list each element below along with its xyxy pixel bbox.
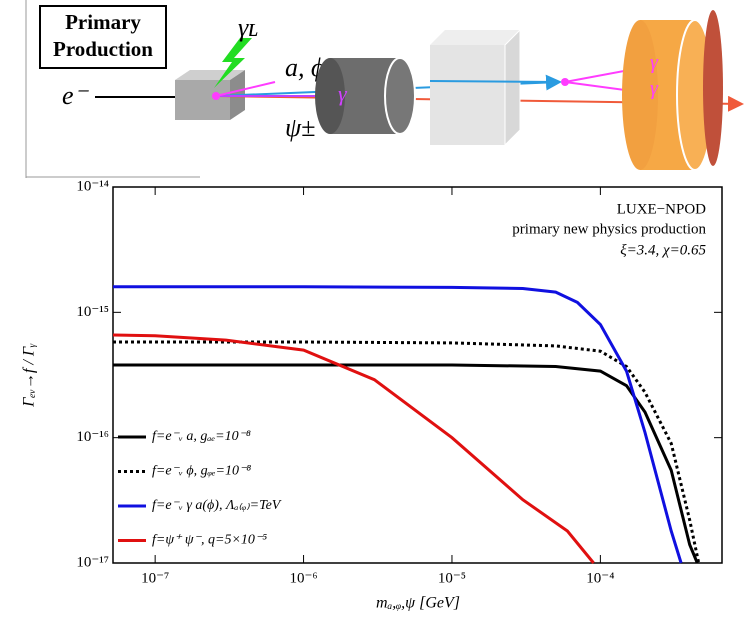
annotation: primary new physics production bbox=[512, 221, 706, 237]
legend-label: f=e⁻ᵥ ϕ, gᵩₑ=10⁻⁸ bbox=[152, 464, 251, 479]
photon-label: γ bbox=[650, 52, 659, 74]
calorimeter-end bbox=[622, 20, 658, 170]
y-tick-label: 10⁻¹⁶ bbox=[76, 429, 109, 445]
x-tick-label: 10⁻⁵ bbox=[438, 570, 466, 586]
series-line bbox=[113, 285, 683, 564]
label-box bbox=[39, 5, 167, 69]
magnet-end bbox=[315, 58, 345, 134]
electron-label: e⁻ bbox=[62, 81, 90, 110]
dump-side bbox=[504, 28, 521, 147]
x-tick-label: 10⁻⁶ bbox=[289, 570, 317, 586]
x-tick-label: 10⁻⁴ bbox=[586, 570, 614, 586]
series-line bbox=[112, 333, 595, 564]
magnet-end bbox=[384, 57, 416, 135]
photon-label: γ bbox=[338, 81, 348, 106]
series-line bbox=[113, 340, 701, 564]
annotation: LUXE−NPOD bbox=[617, 201, 706, 217]
neutral-beam bbox=[429, 80, 561, 83]
y-tick-label: 10⁻¹⁴ bbox=[76, 178, 109, 194]
box-text: Production bbox=[53, 37, 153, 61]
vertex bbox=[212, 92, 220, 100]
detector-plane bbox=[703, 10, 723, 166]
box-text: Primary bbox=[65, 10, 141, 34]
photon-label: γ bbox=[650, 78, 659, 100]
photon-beam bbox=[215, 81, 276, 97]
y-axis-label: Γₑᵥ→f / Γᵧ bbox=[21, 343, 38, 408]
diagram: Primary Production e⁻ γʟ a, ϕ ψ± γ γ γ bbox=[25, 0, 744, 178]
particle-label: ψ± bbox=[285, 113, 315, 142]
x-axis-label: mₐ,ᵩ,ψ [GeV] bbox=[376, 595, 460, 612]
dump-top bbox=[430, 30, 520, 45]
legend-label: f=ψ⁺ ψ⁻, q=5×10⁻⁵ bbox=[152, 533, 267, 548]
annotation: ξ=3.4, χ=0.65 bbox=[620, 242, 706, 258]
y-tick-label: 10⁻¹⁵ bbox=[76, 304, 109, 320]
laser-bolt bbox=[214, 38, 252, 88]
laser-label: γʟ bbox=[238, 13, 258, 42]
x-tick-label: 10⁻⁷ bbox=[141, 570, 169, 586]
target-front bbox=[175, 80, 230, 120]
y-tick-label: 10⁻¹⁷ bbox=[76, 554, 109, 570]
legend-label: f=e⁻ᵥ a, gₐₑ=10⁻⁸ bbox=[152, 429, 251, 444]
legend-label: f=e⁻ᵥ γ a(ϕ), Λₐ₍ᵩ₎=TeV bbox=[152, 498, 282, 513]
plot-frame bbox=[112, 186, 723, 564]
dump-front bbox=[430, 45, 505, 145]
series-line bbox=[113, 363, 699, 564]
